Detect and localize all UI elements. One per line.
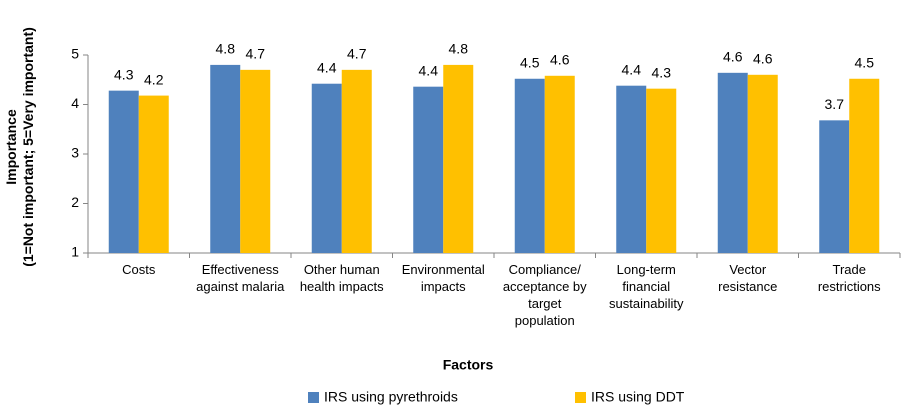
value-label: 4.7 xyxy=(347,46,367,62)
bar xyxy=(138,95,169,253)
bar xyxy=(311,83,342,254)
x-tick-label: Vector resistance xyxy=(718,262,778,294)
value-label: 4.5 xyxy=(855,54,875,70)
y-tick-label: 3 xyxy=(71,145,79,161)
x-tick-label: Environmental impacts xyxy=(401,262,485,294)
y-tick-label: 2 xyxy=(71,194,79,210)
value-label: 4.6 xyxy=(753,51,773,67)
value-label: 4.4 xyxy=(317,59,337,75)
legend-swatch xyxy=(308,392,319,403)
value-label: 4.8 xyxy=(216,41,236,57)
bar xyxy=(616,85,647,253)
x-tick-label: Compliance/ acceptance by target populat… xyxy=(502,262,587,328)
bar xyxy=(108,90,139,253)
y-axis-title: Importance (1=Not important; 5=Very impo… xyxy=(3,27,36,267)
bar xyxy=(646,88,677,253)
value-label: 4.5 xyxy=(520,54,540,70)
bar xyxy=(210,64,241,254)
x-axis-title: Factors xyxy=(443,357,494,373)
legend-swatch xyxy=(575,392,586,403)
bar xyxy=(717,72,748,253)
bar xyxy=(443,64,474,254)
bar xyxy=(240,69,271,253)
bar xyxy=(849,78,880,253)
y-tick-label: 1 xyxy=(71,244,79,260)
legend-label: IRS using pyrethroids xyxy=(324,389,458,405)
value-label: 4.2 xyxy=(144,71,164,87)
x-tick-label: Effectiveness against malaria xyxy=(196,262,285,294)
bar xyxy=(819,120,850,253)
x-tick-label: Long-term financial sustainability xyxy=(609,262,684,311)
x-tick-label: Costs xyxy=(122,262,156,277)
value-label: 4.6 xyxy=(723,49,743,65)
bar xyxy=(544,75,575,253)
bar xyxy=(747,74,778,253)
x-tick-label: Other human health impacts xyxy=(299,262,384,294)
legend-label: IRS using DDT xyxy=(591,389,685,405)
bar xyxy=(341,69,372,253)
value-label: 4.8 xyxy=(449,41,469,57)
x-tick-label: Trade restrictions xyxy=(817,262,881,294)
bar xyxy=(413,86,444,254)
value-label: 3.7 xyxy=(825,96,845,112)
y-tick-label: 5 xyxy=(71,46,79,62)
value-label: 4.4 xyxy=(419,62,439,78)
value-label: 4.3 xyxy=(652,64,672,80)
value-label: 4.6 xyxy=(550,51,570,67)
bar xyxy=(514,78,545,253)
value-label: 4.3 xyxy=(114,66,134,82)
y-tick-label: 4 xyxy=(71,95,79,111)
value-label: 4.7 xyxy=(246,46,266,62)
value-label: 4.4 xyxy=(622,61,642,77)
